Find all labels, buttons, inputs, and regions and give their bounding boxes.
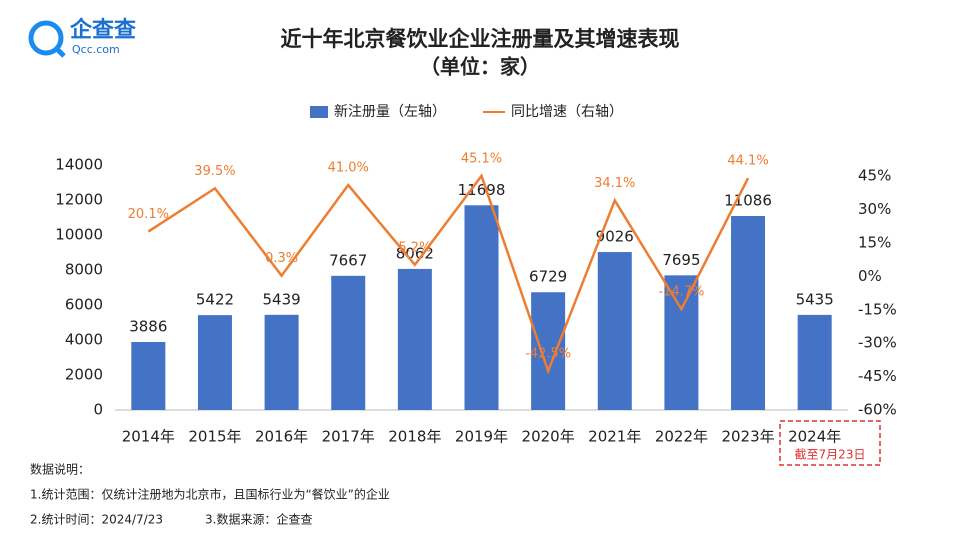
legend-label: 同比增速（右轴） — [511, 104, 623, 120]
line-value-label: 39.5% — [194, 164, 235, 179]
note: 数据说明： — [30, 462, 90, 477]
y2-tick-label: 0% — [858, 267, 882, 285]
y2-tick-label: -30% — [858, 334, 897, 352]
bar-value-label: 11698 — [458, 181, 506, 199]
x-tick-label: 2021年 — [588, 428, 641, 446]
logo-domain: Qcc.com — [72, 43, 120, 56]
y-tick-label: 12000 — [55, 191, 103, 209]
logo-name: 企查查 — [69, 17, 136, 43]
x-tick-label: 2016年 — [255, 428, 308, 446]
legend-swatch — [310, 106, 328, 118]
bar — [664, 275, 699, 410]
x-tick-label: 2018年 — [388, 428, 441, 446]
y2-tick-label: -15% — [858, 300, 897, 318]
x-tick-label: 2017年 — [322, 428, 375, 446]
line-value-label: 5.2% — [398, 240, 431, 255]
logo: 企查查 Qcc.com — [28, 17, 136, 58]
y-tick-label: 0 — [93, 401, 103, 419]
bar-value-label: 5422 — [196, 291, 234, 309]
bar — [331, 275, 366, 410]
y2-tick-label: 15% — [858, 233, 891, 251]
line-value-label: 34.1% — [594, 176, 635, 191]
bar-value-label: 8062 — [396, 244, 434, 262]
highlight-box — [779, 420, 881, 466]
bar-value-label: 5439 — [262, 290, 300, 308]
bar-value-label: 6729 — [529, 268, 567, 286]
bar — [797, 314, 832, 410]
note: 2.统计时间：2024/7/23 — [30, 513, 163, 527]
line — [147, 173, 750, 375]
line-value-label: 0.3% — [265, 251, 298, 266]
bar-value-label: 11086 — [724, 191, 772, 209]
x-tick-label: 2022年 — [655, 428, 708, 446]
y2-tick-label: 45% — [858, 167, 891, 185]
line-value-label: 44.1% — [727, 154, 768, 169]
y-tick-label: 4000 — [65, 331, 103, 349]
logo-icon — [28, 20, 64, 56]
bar-value-label: 5435 — [796, 290, 834, 308]
category-note: 截至7月23日 — [795, 448, 866, 462]
bar — [531, 292, 566, 410]
line-value-label: 41.0% — [328, 161, 369, 176]
bar — [131, 341, 166, 410]
bar — [597, 252, 632, 410]
chart-subtitle: （单位：家） — [420, 55, 540, 79]
y-tick-label: 2000 — [65, 366, 103, 384]
note: 3.数据来源：企查查 — [205, 512, 312, 527]
bar — [731, 215, 766, 410]
line-value-label: 20.1% — [128, 207, 169, 222]
legend-label: 新注册量（左轴） — [334, 104, 446, 120]
x-tick-label: 2020年 — [522, 428, 575, 446]
y-tick-label: 10000 — [55, 226, 103, 244]
y-tick-label: 14000 — [55, 156, 103, 174]
y2-tick-label: 30% — [858, 200, 891, 218]
line-value-label: -42.5% — [525, 347, 571, 362]
bar-value-label: 9026 — [596, 228, 634, 246]
bar — [264, 314, 299, 410]
line-value-label: 45.1% — [461, 151, 502, 166]
x-tick-label: 2024年 — [788, 428, 841, 446]
bar-value-label: 7695 — [662, 251, 700, 269]
bar — [464, 205, 499, 410]
chart-title: 近十年北京餐饮业企业注册量及其增速表现 — [281, 27, 680, 51]
x-tick-label: 2023年 — [721, 428, 774, 446]
y2-tick-label: -60% — [858, 401, 897, 419]
line-value-label: -14.7% — [658, 285, 704, 300]
x-tick-label: 2019年 — [455, 428, 508, 446]
y-tick-label: 6000 — [65, 296, 103, 314]
x-tick-label: 2015年 — [188, 428, 241, 446]
bar — [197, 315, 232, 410]
bar-value-label: 7667 — [329, 251, 367, 269]
bar — [397, 268, 432, 410]
note: 1.统计范围：仅统计注册地为北京市，且国标行业为“餐饮业”的企业 — [30, 487, 390, 502]
y-tick-label: 8000 — [65, 261, 103, 279]
logo-icon — [54, 46, 66, 58]
y2-tick-label: -45% — [858, 367, 897, 385]
x-tick-label: 2014年 — [122, 428, 175, 446]
bar-value-label: 3886 — [129, 317, 167, 335]
